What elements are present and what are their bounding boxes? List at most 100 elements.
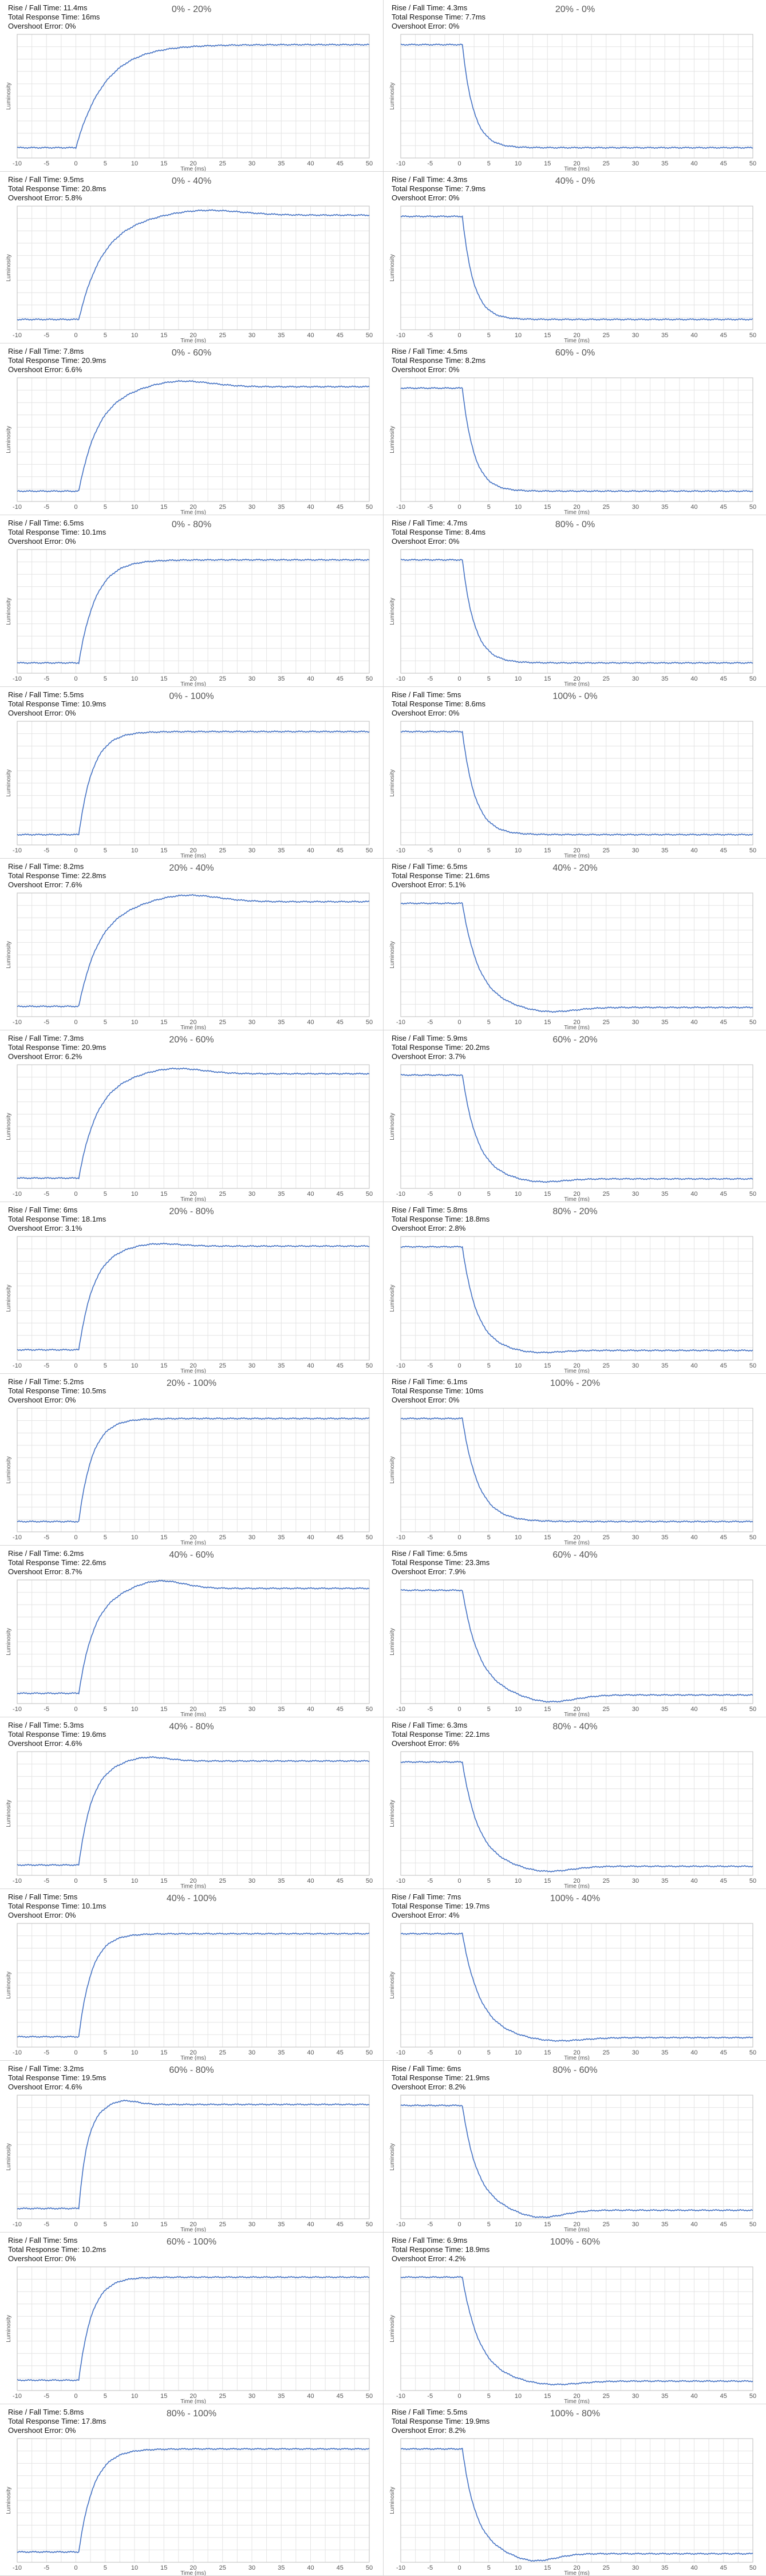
rise-fall-time-text: Rise / Fall Time: 6ms bbox=[392, 2064, 489, 2073]
chart-panel-60-to-40: Rise / Fall Time: 6.5ms Total Response Ti… bbox=[383, 1546, 766, 1717]
rise-fall-time-text-value: 5.5ms bbox=[63, 690, 84, 699]
overshoot-error-text: Overshoot Error: 8.2% bbox=[392, 2426, 489, 2435]
total-response-time-text: Total Response Time: 7.9ms bbox=[392, 184, 485, 193]
x-tick-label: 50 bbox=[366, 1878, 373, 1884]
x-tick-label: 20 bbox=[189, 675, 196, 682]
x-tick-label: 35 bbox=[661, 2049, 668, 2056]
x-tick-label: -10 bbox=[396, 675, 405, 682]
overshoot-error-text: Overshoot Error: 5.8% bbox=[8, 193, 106, 203]
x-tick-label: 5 bbox=[104, 1706, 107, 1713]
y-axis-label: Luminosity bbox=[389, 769, 396, 797]
x-tick-label: -10 bbox=[13, 1878, 22, 1884]
overshoot-error-text-value: 7.9% bbox=[448, 1567, 466, 1576]
rise-fall-time-text-label: Rise / Fall Time: bbox=[8, 2236, 64, 2245]
overshoot-error-text-value: 8.2% bbox=[448, 2426, 466, 2435]
overshoot-error-text-label: Overshoot Error: bbox=[392, 880, 449, 889]
x-tick-label: 15 bbox=[544, 1191, 551, 1198]
response-curve bbox=[17, 209, 370, 321]
x-tick-label: 0 bbox=[457, 504, 461, 511]
x-tick-label: 5 bbox=[487, 2049, 491, 2056]
x-tick-label: 0 bbox=[74, 332, 77, 339]
x-axis-label: Time (ms) bbox=[564, 1540, 590, 1546]
x-tick-label: 10 bbox=[515, 504, 522, 511]
rise-fall-time-text: Rise / Fall Time: 5ms bbox=[8, 1893, 106, 1902]
x-tick-label: 45 bbox=[337, 504, 343, 511]
chart-panel-100-to-0: Rise / Fall Time: 5ms Total Response Time… bbox=[383, 687, 766, 859]
axis-frame bbox=[400, 892, 753, 1017]
plot-area: -10 -5 0 5 10 15 20 25 30 35 40 45 50 Time (ms) Lumino… bbox=[389, 1236, 756, 1374]
rise-fall-time-text-label: Rise / Fall Time: bbox=[392, 175, 447, 184]
x-tick-label: -5 bbox=[427, 504, 433, 511]
x-tick-label: 50 bbox=[749, 2565, 756, 2571]
chart-title: 0% - 20% bbox=[171, 5, 212, 14]
x-tick-label: 35 bbox=[278, 1534, 285, 1541]
overshoot-error-text-value: 0% bbox=[65, 2426, 76, 2435]
rise-fall-time-text-label: Rise / Fall Time: bbox=[392, 690, 447, 699]
total-response-time-text: Total Response Time: 22.1ms bbox=[392, 1730, 489, 1739]
chart-panel-60-to-100: Rise / Fall Time: 5ms Total Response Time… bbox=[0, 2233, 383, 2404]
overshoot-error-text-value: 7.6% bbox=[65, 880, 82, 889]
chart-panel-80-to-100: Rise / Fall Time: 5.8ms Total Response Ti… bbox=[0, 2404, 383, 2576]
x-tick-label: 35 bbox=[661, 1534, 668, 1541]
x-tick-label: 0 bbox=[457, 847, 461, 854]
x-tick-label: 30 bbox=[248, 847, 255, 854]
metrics-block: Rise / Fall Time: 6.9ms Total Response Ti… bbox=[392, 2236, 489, 2263]
panel-divider bbox=[384, 1545, 766, 1546]
x-tick-label: 50 bbox=[749, 2393, 756, 2400]
overshoot-error-text-label: Overshoot Error: bbox=[392, 193, 449, 202]
x-tick-label: 5 bbox=[487, 1878, 491, 1884]
plot-area: -10 -5 0 5 10 15 20 25 30 35 40 45 50 Time (ms) Lumino… bbox=[6, 1236, 373, 1374]
x-tick-label: 30 bbox=[632, 847, 639, 854]
x-tick-label: 35 bbox=[278, 2221, 285, 2228]
total-response-time-text: Total Response Time: 20.9ms bbox=[8, 356, 106, 365]
x-tick-label: 25 bbox=[603, 1878, 610, 1884]
x-axis-label: Time (ms) bbox=[180, 2227, 206, 2233]
x-tick-label: 50 bbox=[749, 675, 756, 682]
total-response-time-text-label: Total Response Time: bbox=[8, 1558, 82, 1567]
x-tick-label: 30 bbox=[632, 160, 639, 167]
x-tick-label: -5 bbox=[427, 1878, 433, 1884]
chart-panel-0-to-80: Rise / Fall Time: 6.5ms Total Response Ti… bbox=[0, 515, 383, 687]
x-tick-label: -10 bbox=[396, 1191, 405, 1198]
x-tick-label: 25 bbox=[219, 2393, 226, 2400]
axis-frame bbox=[17, 1064, 370, 1189]
x-tick-label: -10 bbox=[396, 2565, 405, 2571]
panel-divider bbox=[384, 2060, 766, 2061]
y-axis-label: Luminosity bbox=[6, 941, 12, 969]
overshoot-error-text-label: Overshoot Error: bbox=[8, 2426, 65, 2435]
overshoot-error-text-value: 0% bbox=[65, 22, 76, 30]
x-tick-label: 50 bbox=[366, 2565, 373, 2571]
x-tick-label: 50 bbox=[366, 847, 373, 854]
y-axis-label: Luminosity bbox=[6, 254, 12, 282]
rise-fall-time-text-label: Rise / Fall Time: bbox=[392, 3, 447, 12]
x-tick-label: -5 bbox=[427, 332, 433, 339]
x-tick-label: 25 bbox=[219, 1878, 226, 1884]
axis-frame bbox=[400, 34, 753, 159]
x-tick-label: -10 bbox=[396, 1362, 405, 1369]
x-tick-label: 15 bbox=[544, 2221, 551, 2228]
x-tick-label: 10 bbox=[131, 2393, 138, 2400]
x-tick-label: -5 bbox=[427, 675, 433, 682]
plot-area: -10 -5 0 5 10 15 20 25 30 35 40 45 50 Time (ms) Lumino… bbox=[6, 1408, 373, 1546]
total-response-time-text-value: 10.2ms bbox=[81, 2245, 106, 2254]
x-tick-label: 15 bbox=[160, 1019, 167, 1026]
overshoot-error-text-value: 4.6% bbox=[65, 1739, 82, 1748]
rise-fall-time-text: Rise / Fall Time: 5ms bbox=[392, 690, 485, 700]
x-tick-label: 20 bbox=[573, 2565, 580, 2571]
overshoot-error-text-label: Overshoot Error: bbox=[8, 1396, 65, 1404]
y-axis-label: Luminosity bbox=[6, 1113, 12, 1140]
x-tick-label: 10 bbox=[515, 1362, 522, 1369]
x-tick-label: 40 bbox=[690, 2221, 697, 2228]
x-tick-label: 50 bbox=[366, 1191, 373, 1198]
x-tick-label: 10 bbox=[131, 160, 138, 167]
x-tick-label: -5 bbox=[44, 1362, 49, 1369]
x-tick-label: 30 bbox=[632, 2221, 639, 2228]
total-response-time-text-value: 10.1ms bbox=[81, 528, 106, 536]
x-tick-label: 35 bbox=[661, 675, 668, 682]
x-tick-label: 0 bbox=[74, 1019, 77, 1026]
panel-divider bbox=[384, 1373, 766, 1374]
rise-fall-time-text: Rise / Fall Time: 6.5ms bbox=[8, 519, 106, 528]
x-tick-label: 15 bbox=[544, 1019, 551, 1026]
x-tick-label: 15 bbox=[544, 2565, 551, 2571]
total-response-time-text: Total Response Time: 18.8ms bbox=[392, 1215, 489, 1224]
